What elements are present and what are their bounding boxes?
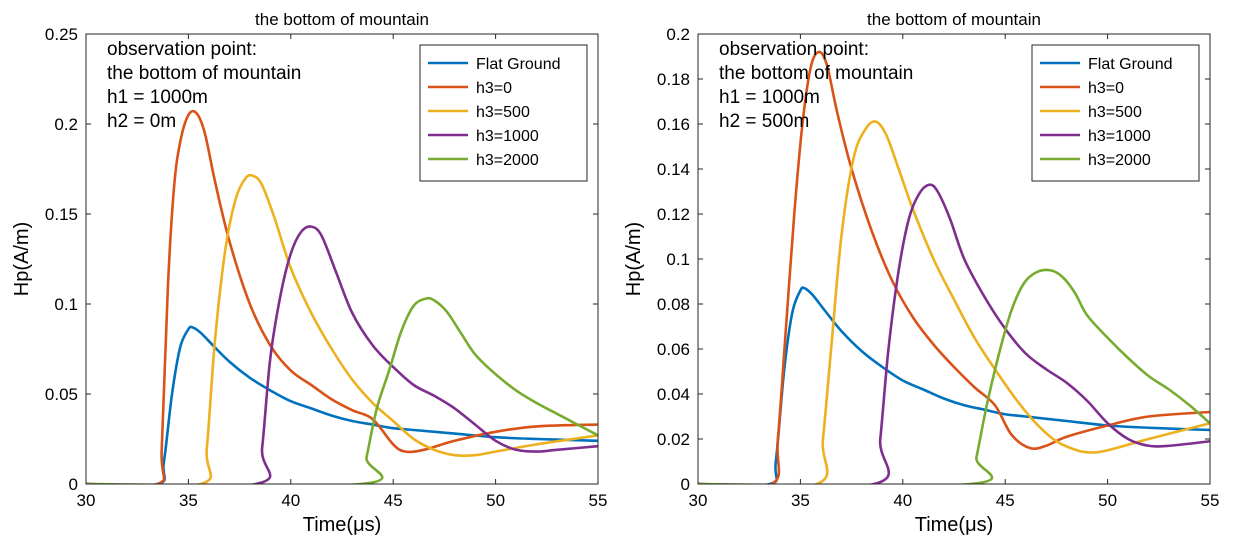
annotation-line: h1 = 1000m [107, 87, 208, 108]
series-line-h3-2000 [86, 296, 598, 484]
y-tick-label: 0.16 [657, 115, 690, 134]
x-axis-label: Time(μs) [303, 514, 382, 536]
legend-label: h3=0 [476, 80, 512, 97]
series-line-h3-1000 [86, 225, 598, 484]
x-tick-label: 40 [893, 491, 912, 510]
x-tick-label: 30 [689, 491, 708, 510]
y-tick-label: 0.1 [54, 295, 78, 314]
x-tick-label: 50 [486, 491, 505, 510]
legend-label: h3=2000 [1088, 152, 1151, 169]
x-tick-label: 50 [1098, 491, 1117, 510]
chart-2: 30 35 40 45 50 55 0 0.02 0.04 0.06 0.08 0.1 0.12 0.14… [623, 10, 1219, 536]
annotation-line: h2 = 0m [107, 111, 176, 132]
series-line-h3-500 [86, 173, 598, 484]
x-axis-label: Time(μs) [915, 514, 994, 536]
series-line-flat-ground [86, 325, 598, 484]
y-tick-label: 0.02 [657, 430, 690, 449]
x-tick-label: 55 [1201, 491, 1220, 510]
y-tick-label: 0.15 [45, 205, 78, 224]
legend-label: h3=500 [476, 104, 530, 121]
series-line-h3-500 [698, 120, 1210, 484]
series-line-h3-0 [86, 109, 598, 484]
series-line-flat-ground [698, 286, 1210, 484]
y-tick-label: 0.05 [45, 385, 78, 404]
annotation-line: observation point: [107, 39, 257, 60]
y-tick-label: 0.04 [657, 385, 690, 404]
x-tick-label: 45 [996, 491, 1015, 510]
legend: Flat Ground h3=0 h3=500 h3=1000 h3=2000 [419, 44, 588, 182]
y-tick-label: 0 [681, 475, 690, 494]
chart-title: the bottom of mountain [255, 10, 429, 29]
y-tick-label: 0.2 [54, 115, 78, 134]
y-tick-label: 0.25 [45, 25, 78, 44]
legend-label: h3=1000 [476, 128, 539, 145]
y-tick-label: 0.14 [657, 160, 690, 179]
series-line-h3-0 [698, 50, 1210, 484]
series-line-h3-2000 [698, 268, 1210, 484]
legend-label: h3=500 [1088, 104, 1142, 121]
legend: Flat Ground h3=0 h3=500 h3=1000 h3=2000 [1031, 44, 1200, 182]
legend-label: Flat Ground [1088, 56, 1172, 73]
legend-label: h3=0 [1088, 80, 1124, 97]
y-axis-label: Hp(A/m) [623, 222, 645, 296]
x-tick-label: 35 [179, 491, 198, 510]
x-tick-label: 55 [589, 491, 608, 510]
annotation-line: the bottom of mountain [107, 63, 301, 84]
y-tick-label: 0.08 [657, 295, 690, 314]
plot-frame [85, 33, 599, 485]
y-tick-label: 0.2 [666, 25, 690, 44]
x-tick-label: 35 [791, 491, 810, 510]
chart-title: the bottom of mountain [867, 10, 1041, 29]
x-tick-label: 30 [77, 491, 96, 510]
annotation-line: h2 = 500m [719, 111, 809, 132]
annotation-line: the bottom of mountain [719, 63, 913, 84]
annotation-line: h1 = 1000m [719, 87, 820, 108]
y-tick-label: 0.18 [657, 70, 690, 89]
x-tick-label: 45 [384, 491, 403, 510]
y-tick-label: 0.12 [657, 205, 690, 224]
series-line-h3-1000 [698, 183, 1210, 484]
legend-label: h3=1000 [1088, 128, 1151, 145]
annotation-line: observation point: [719, 39, 869, 60]
y-tick-label: 0.06 [657, 340, 690, 359]
legend-label: h3=2000 [476, 152, 539, 169]
legend-label: Flat Ground [476, 56, 560, 73]
y-axis-label: Hp(A/m) [11, 222, 33, 296]
x-tick-label: 40 [281, 491, 300, 510]
chart-1: 30 35 40 45 50 55 0 0.05 0.1 0.15 0.2 0.25 the botto… [11, 10, 607, 536]
y-tick-label: 0 [69, 475, 78, 494]
y-tick-label: 0.1 [666, 250, 690, 269]
